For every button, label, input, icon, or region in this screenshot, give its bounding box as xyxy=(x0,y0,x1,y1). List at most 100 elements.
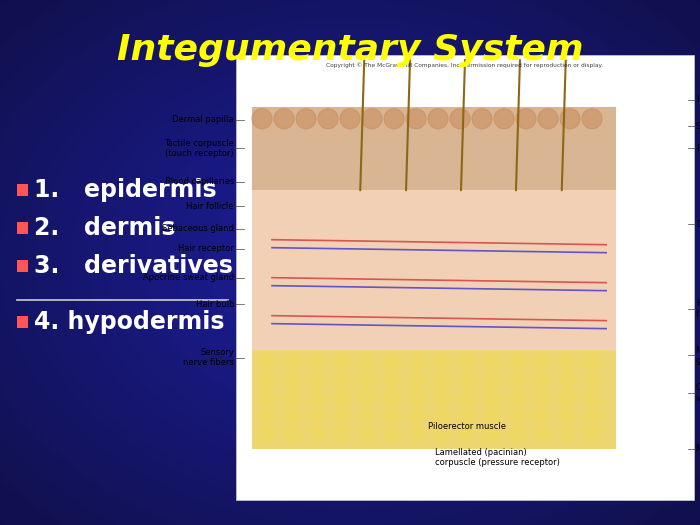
Circle shape xyxy=(406,109,426,129)
Circle shape xyxy=(318,109,338,129)
Text: Sweat pores: Sweat pores xyxy=(696,122,700,131)
Circle shape xyxy=(284,426,300,442)
Circle shape xyxy=(434,408,450,424)
Text: Sensory
nerve fibers: Sensory nerve fibers xyxy=(183,348,234,368)
Circle shape xyxy=(259,408,275,424)
Circle shape xyxy=(334,408,350,424)
Bar xyxy=(17,184,28,196)
Circle shape xyxy=(309,354,325,370)
Circle shape xyxy=(582,109,602,129)
Bar xyxy=(252,107,616,191)
Circle shape xyxy=(309,408,325,424)
Circle shape xyxy=(534,426,550,442)
Circle shape xyxy=(384,426,400,442)
Text: Piloerector muscle: Piloerector muscle xyxy=(428,422,506,431)
Circle shape xyxy=(359,408,375,424)
Circle shape xyxy=(560,109,580,129)
Bar xyxy=(236,55,694,500)
Text: Hair follicle: Hair follicle xyxy=(186,202,234,211)
Circle shape xyxy=(334,354,350,370)
Circle shape xyxy=(484,408,500,424)
Text: Dermal papilla: Dermal papilla xyxy=(172,115,234,124)
Circle shape xyxy=(284,354,300,370)
Circle shape xyxy=(459,354,475,370)
Bar xyxy=(17,260,28,272)
Circle shape xyxy=(450,109,470,129)
Circle shape xyxy=(534,390,550,406)
Circle shape xyxy=(296,109,316,129)
Circle shape xyxy=(259,390,275,406)
Circle shape xyxy=(584,390,600,406)
Text: Hair receptor: Hair receptor xyxy=(178,244,234,253)
Circle shape xyxy=(409,372,425,388)
Circle shape xyxy=(274,109,294,129)
Circle shape xyxy=(509,426,525,442)
Circle shape xyxy=(409,408,425,424)
Circle shape xyxy=(516,109,536,129)
Text: Cutaneous blood
vessels: Cutaneous blood vessels xyxy=(696,383,700,403)
Circle shape xyxy=(534,408,550,424)
Text: Dermis: Dermis xyxy=(696,219,700,228)
Circle shape xyxy=(428,109,448,129)
Circle shape xyxy=(584,426,600,442)
Circle shape xyxy=(359,426,375,442)
Text: 1.   epidermis: 1. epidermis xyxy=(34,178,216,202)
Circle shape xyxy=(559,426,575,442)
Text: Lamellated (pacinian)
corpuscle (pressure receptor): Lamellated (pacinian) corpuscle (pressur… xyxy=(435,448,560,467)
Circle shape xyxy=(384,390,400,406)
Circle shape xyxy=(252,109,272,129)
Circle shape xyxy=(434,426,450,442)
Text: 4. hypodermis: 4. hypodermis xyxy=(34,310,225,334)
Circle shape xyxy=(309,426,325,442)
Circle shape xyxy=(434,372,450,388)
Circle shape xyxy=(309,390,325,406)
Circle shape xyxy=(359,390,375,406)
Circle shape xyxy=(284,372,300,388)
Circle shape xyxy=(384,408,400,424)
Text: Hair bulb: Hair bulb xyxy=(195,300,234,309)
Text: Hairs: Hairs xyxy=(696,95,700,104)
Text: Motor nerve fibers: Motor nerve fibers xyxy=(696,444,700,453)
Circle shape xyxy=(384,354,400,370)
Circle shape xyxy=(584,372,600,388)
Circle shape xyxy=(334,390,350,406)
Circle shape xyxy=(494,109,514,129)
Circle shape xyxy=(334,426,350,442)
Bar xyxy=(252,191,616,350)
Text: Copyright © The McGraw-Hill Companies, Inc. Permission required for reproduction: Copyright © The McGraw-Hill Companies, I… xyxy=(326,62,603,68)
Circle shape xyxy=(384,109,404,129)
Circle shape xyxy=(459,408,475,424)
Circle shape xyxy=(509,408,525,424)
Circle shape xyxy=(434,354,450,370)
Text: Hypodermis
(subcutaneous fat): Hypodermis (subcutaneous fat) xyxy=(696,299,700,318)
Circle shape xyxy=(484,372,500,388)
Circle shape xyxy=(434,390,450,406)
Circle shape xyxy=(559,390,575,406)
Text: Sebaceous gland: Sebaceous gland xyxy=(162,224,234,233)
Text: 3.   derivatives: 3. derivatives xyxy=(34,254,233,278)
Circle shape xyxy=(284,390,300,406)
Circle shape xyxy=(409,426,425,442)
Text: Merocrine sweat
gland: Merocrine sweat gland xyxy=(696,345,700,365)
Circle shape xyxy=(459,372,475,388)
Text: Integumentary System: Integumentary System xyxy=(117,33,583,67)
Circle shape xyxy=(459,390,475,406)
Circle shape xyxy=(484,426,500,442)
Circle shape xyxy=(559,408,575,424)
Circle shape xyxy=(340,109,360,129)
Circle shape xyxy=(362,109,382,129)
Circle shape xyxy=(559,354,575,370)
Circle shape xyxy=(509,390,525,406)
Circle shape xyxy=(484,390,500,406)
Circle shape xyxy=(459,426,475,442)
Circle shape xyxy=(509,354,525,370)
Text: Tactile corpuscle
(touch receptor): Tactile corpuscle (touch receptor) xyxy=(164,139,234,158)
Circle shape xyxy=(259,426,275,442)
Circle shape xyxy=(334,372,350,388)
Bar xyxy=(252,350,616,448)
Circle shape xyxy=(309,372,325,388)
Circle shape xyxy=(534,354,550,370)
Bar xyxy=(17,222,28,234)
Circle shape xyxy=(284,408,300,424)
Circle shape xyxy=(484,354,500,370)
